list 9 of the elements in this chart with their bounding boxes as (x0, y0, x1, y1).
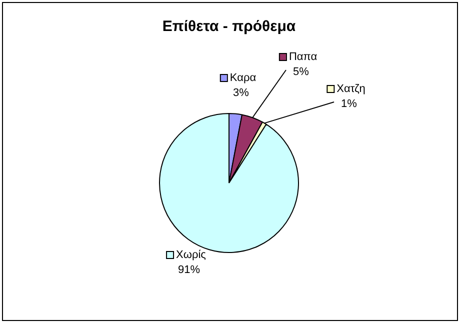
legend-label: Χωρίς (176, 249, 206, 262)
data-label: 91% (178, 264, 200, 276)
legend-label: Καρα (230, 72, 257, 84)
legend-label: Παπα (288, 51, 318, 64)
legend-label: Χατζη (336, 83, 366, 96)
data-label: 1% (341, 98, 358, 110)
chart-title: Επίθετα - πρόθεμα (162, 18, 296, 36)
data-label: 3% (233, 87, 250, 100)
data-label: 5% (293, 66, 310, 78)
